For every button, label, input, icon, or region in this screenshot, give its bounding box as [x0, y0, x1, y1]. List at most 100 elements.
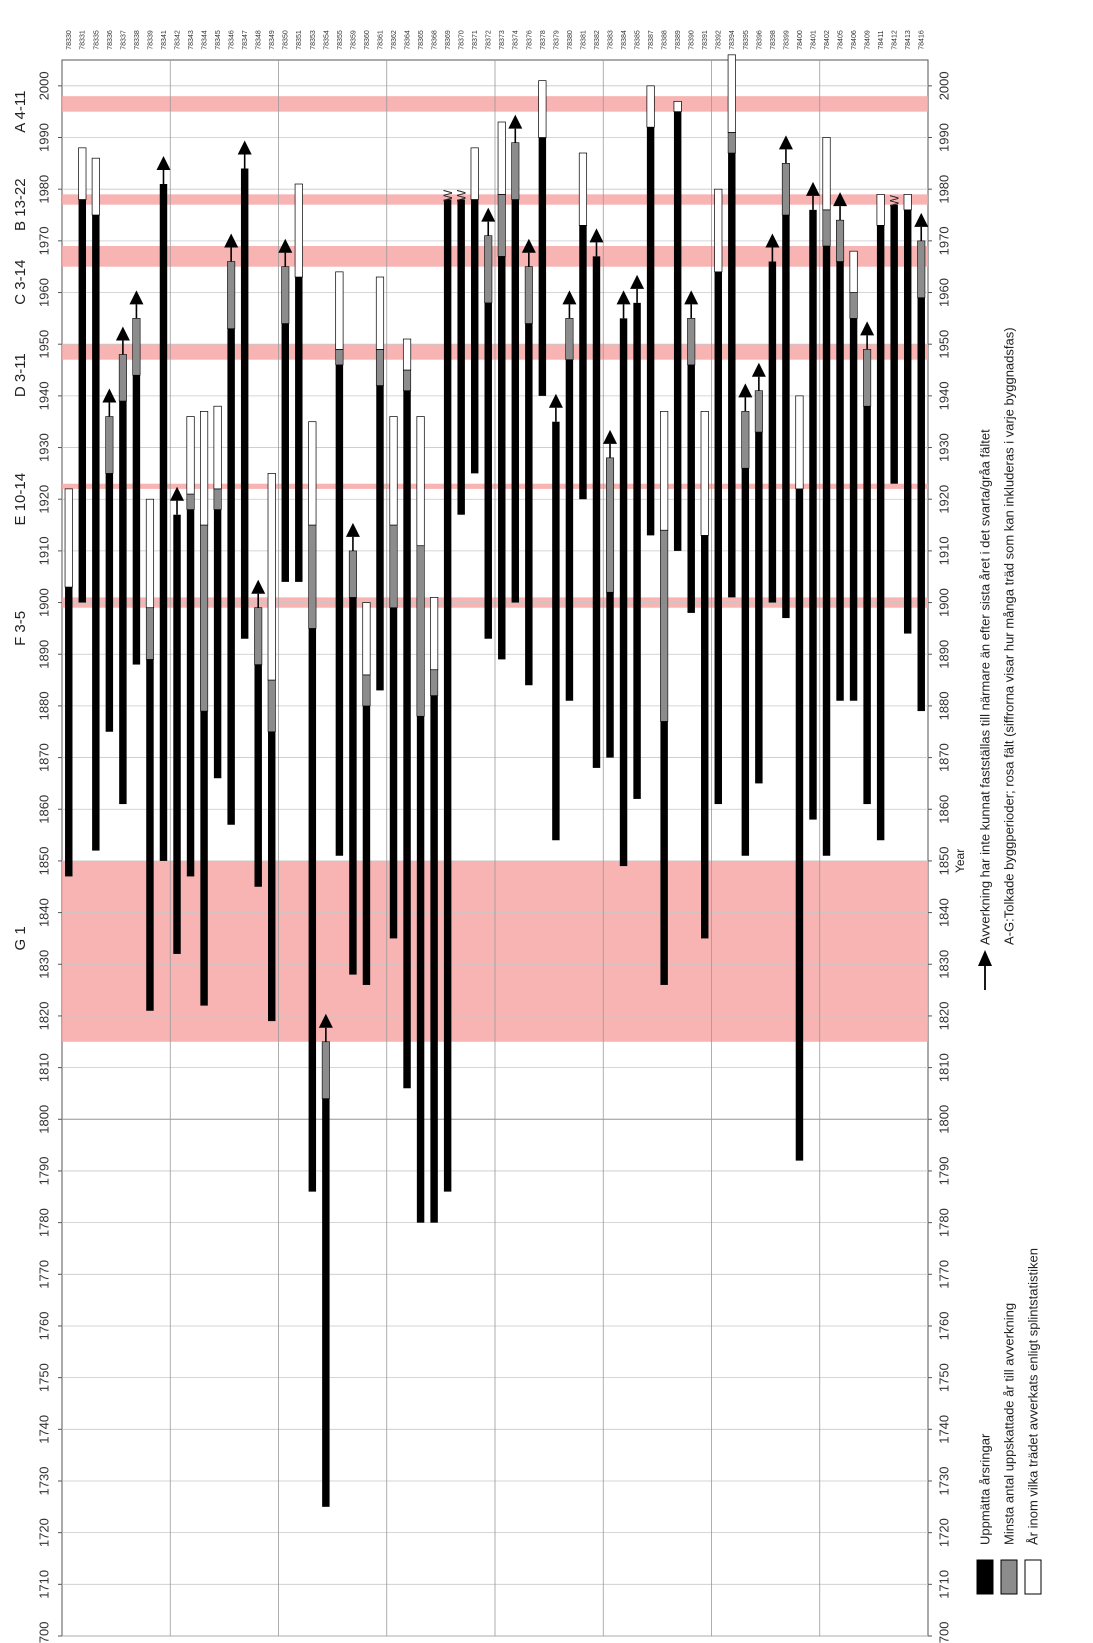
legend-label: Uppmätta årsringar [978, 1433, 993, 1545]
bar-segment-estimated [822, 209, 831, 247]
bar-segment-measured [146, 659, 154, 1011]
bar-segment-measured [755, 432, 763, 784]
sample-bar [375, 276, 385, 691]
arrow-up-icon [251, 579, 266, 594]
sample-bar: W [441, 189, 455, 1192]
bar-segment-measured [660, 721, 668, 985]
sample-id-label: 78351 [296, 30, 303, 50]
arrow-up-icon [115, 326, 130, 341]
bar-segment-measured [430, 695, 438, 1223]
sample-labels: 78330 78331 78335 78336 78337 78338 78339 78341… [66, 30, 925, 50]
sample-id-label: 78412 [892, 30, 899, 50]
tick-label-left: 1940 [37, 381, 52, 410]
bar-segment-measured [849, 318, 858, 701]
bar-segment-measured [525, 323, 533, 686]
arrow-up-icon [548, 393, 563, 408]
bar-segment-sapwood [660, 411, 669, 531]
bar-segment-measured [132, 375, 141, 665]
bar-segment-sapwood [186, 416, 195, 495]
tick-label-right: 1810 [937, 1053, 952, 1082]
bar-segment-measured [782, 215, 790, 619]
arrow-up-icon [978, 950, 992, 966]
bar-segment-measured [213, 509, 222, 779]
tick-label-right: 1920 [937, 485, 952, 514]
sample-bar [903, 193, 912, 634]
tick-label-left: 1740 [37, 1415, 52, 1444]
sample-id-label: 78396 [756, 30, 763, 50]
tick-label-right: 1890 [937, 640, 952, 669]
sample-bar [102, 388, 117, 732]
bar-segment-measured [200, 711, 208, 1006]
sample-id-label: 78385 [635, 30, 642, 50]
bar-segment-estimated [308, 524, 317, 629]
sample-bar [727, 54, 736, 598]
sample-id-label: 78360 [364, 30, 371, 50]
sample-id-label: 78362 [391, 30, 398, 50]
tick-label-left: 1830 [37, 950, 52, 979]
sample-id-label: 78348 [256, 30, 263, 50]
bar-segment-sapwood [335, 271, 344, 350]
sample-bar [115, 326, 130, 805]
bar-segment-estimated [524, 266, 533, 324]
bar-segment-sapwood [822, 137, 831, 211]
grid [62, 60, 928, 1637]
tick-label-left: 1700 [37, 1622, 52, 1643]
tick-label-right: 1970 [937, 226, 952, 255]
tick-label-right: 1770 [937, 1260, 952, 1289]
sample-bar [200, 411, 209, 1006]
sample-id-label: 78382 [594, 30, 601, 50]
bar-segment-sapwood [497, 121, 506, 195]
sample-bar [129, 290, 144, 665]
sample-bar [660, 411, 669, 985]
sample-bar [860, 321, 875, 805]
bar-segment-estimated [754, 390, 763, 433]
bar-segment-sapwood [673, 100, 682, 113]
bar-segment-sapwood [267, 473, 276, 681]
bar-segment-sapwood [849, 250, 858, 293]
tick-label-left: 1760 [37, 1312, 52, 1341]
sample-id-label: 78391 [702, 30, 709, 50]
bar-segment-estimated [849, 292, 858, 319]
bar-segment-sapwood [903, 193, 912, 211]
sample-bar [224, 233, 239, 825]
sample-bar [548, 393, 563, 841]
sample-id-label: 78339 [147, 30, 154, 50]
arrow-up-icon [616, 290, 631, 305]
sample-bar [795, 395, 804, 1161]
arrow-up-icon [805, 181, 820, 196]
tick-label-left: 1770 [37, 1260, 52, 1289]
bar-segment-sapwood [375, 276, 385, 350]
bar-segment-sapwood [402, 338, 412, 371]
legend-label: År inom vilka trädet avverkats enligt sp… [1026, 1248, 1041, 1545]
sample-bar [589, 228, 604, 768]
bar-segment-measured [606, 592, 614, 758]
sample-id-label: 78411 [878, 30, 885, 49]
sample-bar [308, 421, 317, 1192]
bar-segment-measured [443, 199, 452, 1192]
tick-label-right: 1830 [937, 950, 952, 979]
sample-id-label: 78399 [783, 30, 790, 50]
arrow-up-icon [345, 522, 360, 537]
bar-segment-measured [768, 261, 777, 603]
w-marker: W [887, 194, 901, 206]
sample-id-label: 78409 [865, 30, 872, 50]
sample-id-label: 78383 [607, 30, 614, 50]
bar-segment-sapwood [578, 152, 588, 226]
sample-id-label: 78405 [837, 30, 844, 50]
sample-bar [714, 188, 723, 805]
bar-segment-sapwood [727, 54, 736, 133]
bar-segment-measured [579, 225, 587, 500]
bar-segment-measured [646, 127, 655, 536]
tick-label-right: 1710 [937, 1570, 952, 1599]
bar-segment-measured [105, 473, 114, 732]
sample-bar [738, 383, 753, 856]
bar-segment-sapwood [213, 405, 222, 490]
bar-segment-estimated [362, 674, 371, 707]
arrow-up-icon [751, 362, 766, 377]
bar-segment-estimated [660, 529, 669, 722]
tick-label-right: 1820 [937, 1001, 952, 1030]
legend-swatch [1024, 1559, 1042, 1595]
sample-id-label: 78402 [824, 30, 831, 50]
